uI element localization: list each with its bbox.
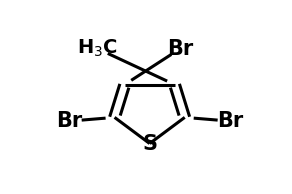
- Text: S: S: [142, 133, 157, 153]
- Text: Br: Br: [217, 111, 243, 131]
- Text: H$_3$C: H$_3$C: [77, 38, 118, 59]
- Text: Br: Br: [56, 111, 82, 131]
- Text: Br: Br: [167, 39, 193, 59]
